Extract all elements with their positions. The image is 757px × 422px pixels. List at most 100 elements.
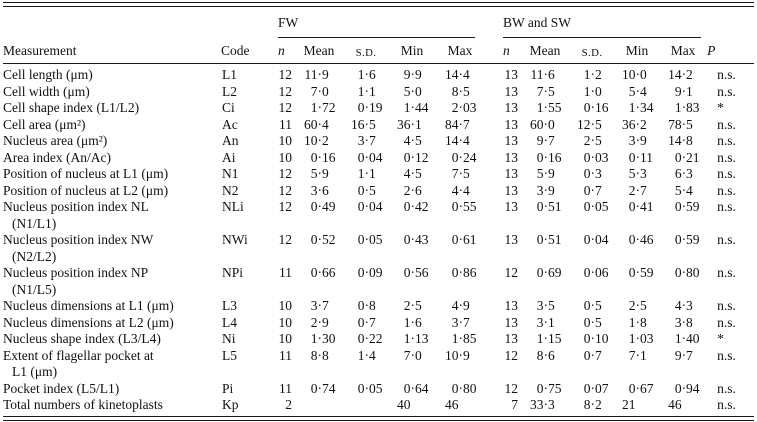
fraction-part: ·83 (681, 100, 700, 115)
p-value-cell: n.s. (717, 232, 736, 247)
fraction-part: ·2 (317, 133, 329, 148)
bwsw-sd-cell: 1·0 (569, 84, 615, 101)
fraction-part: ·0 (317, 83, 329, 99)
integer-part: 0 (674, 265, 682, 280)
decimal-number: 1·03 (618, 331, 657, 346)
integer-part: 0 (403, 149, 411, 165)
integer-part: 7 (628, 347, 636, 363)
fraction-part: ·6 (410, 314, 422, 330)
integer-part: 0 (674, 199, 682, 214)
integer-part: 0 (583, 182, 591, 198)
fw-n-cell: 10 (278, 331, 293, 346)
integer-part: 0 (628, 265, 636, 280)
bwsw-sd-cell: 2·5 (569, 133, 615, 150)
integer-part: 8 (583, 397, 591, 412)
decimal-number: 0·03 (573, 150, 612, 165)
decimal-number: 60·0 (526, 117, 565, 132)
fraction-part: ·5 (410, 133, 422, 148)
fw-n-cell: 10 (278, 314, 293, 330)
decimal-number: 0·74 (300, 381, 339, 396)
fraction-part: ·85 (458, 331, 477, 346)
decimal-number: 1·40 (664, 331, 703, 346)
bwsw-min-cell: 0·59 (615, 265, 659, 298)
integer-part: 12 (577, 116, 591, 132)
measurement-cell: Area index (An/Ac) (3, 150, 221, 167)
integer-part: 8 (310, 347, 318, 363)
bwsw-mean-cell: 3·5 (521, 298, 569, 315)
decimal-number: 84·7 (441, 117, 480, 132)
measurement-label-line2: L1 (μm) (12, 364, 58, 379)
fraction-part: ·86 (458, 265, 477, 280)
fw-min-cell: 0·56 (389, 265, 435, 298)
fw-mean-cell: 2·9 (295, 315, 343, 332)
bwsw-n-cell: 13 (504, 314, 519, 330)
decimal-number: 0·7 (573, 348, 612, 363)
decimal-number: 0·12 (393, 150, 432, 165)
decimal-number: 0·05 (573, 199, 612, 214)
fraction-part: ·43 (410, 232, 429, 247)
fw-min-cell: 0·42 (389, 199, 435, 232)
bwsw-sd-cell: 0·03 (569, 150, 615, 167)
decimal-number: 0·07 (573, 381, 612, 396)
group-header-bwsw: BW and SW (485, 10, 707, 38)
decimal-number: 0·41 (618, 199, 657, 214)
table-row: Nucleus position index NP (N1/L5) NPi 11 0·6… (3, 265, 754, 298)
fraction-part: ·7 (458, 116, 470, 132)
fw-mean-cell: 3·6 (295, 183, 343, 200)
integer-part: 1 (357, 83, 365, 99)
p-value-cell: n.s. (717, 265, 736, 280)
fw-mean-cell: 11·9 (295, 64, 343, 84)
decimal-number: 0·7 (347, 315, 386, 330)
decimal-number: 14·2 (664, 67, 703, 82)
decimal-number: 1·13 (393, 331, 432, 346)
fraction-part: ·7 (317, 298, 329, 313)
p-value-cell: n.s. (717, 149, 736, 165)
integer-part: 14 (445, 67, 459, 82)
fraction-part: ·55 (458, 199, 477, 214)
fraction-part: ·64 (410, 380, 429, 396)
code-cell: Kp (222, 397, 239, 412)
bwsw-max-cell: 78·5 (659, 117, 707, 134)
integer-part: 11 (304, 67, 318, 82)
table-body: Cell length (μm) L1 12 11·9 1·6 9·9 14·4 13 11·6… (3, 64, 754, 414)
decimal-number: 36·2 (618, 117, 657, 132)
decimal-number: 0·22 (347, 331, 386, 346)
fw-mean-cell: 0·52 (295, 232, 343, 265)
measurement-label-line2: (N1/L1) (12, 215, 57, 231)
bwsw-min-cell: 0·41 (615, 199, 659, 232)
integer-part: 6 (674, 166, 682, 181)
decimal-number: 2·5 (573, 133, 612, 148)
measurement-label: Area index (An/Ac) (3, 149, 111, 165)
fraction-part: ·10 (590, 331, 609, 346)
bwsw-max-cell: 9·7 (659, 348, 707, 381)
integer-part: 3 (674, 314, 682, 330)
fraction-part: ·49 (317, 199, 336, 214)
integer-part: 0 (583, 100, 591, 115)
p-value-cell: n.s. (717, 347, 736, 363)
integer-part: 60 (304, 116, 318, 132)
measurement-label: Cell width (μm) (3, 83, 90, 99)
bwsw-max-cell: 0·80 (659, 265, 707, 298)
integer-part: 0 (583, 331, 591, 346)
decimal-number: 0·11 (618, 150, 657, 165)
decimal-number: 1·8 (618, 315, 657, 330)
measurement-label: Position of nucleus at L1 (μm) (3, 166, 169, 181)
fraction-part: ·41 (635, 199, 654, 214)
fw-sd-cell: 16·5 (343, 117, 389, 134)
fraction-part: ·69 (543, 265, 562, 280)
bwsw-mean-cell: 5·9 (521, 166, 569, 183)
fraction-part: ·1 (410, 116, 422, 132)
fraction-part: ·19 (364, 100, 383, 115)
fraction-part: ·0 (543, 116, 555, 132)
integer-part: 1 (536, 100, 544, 115)
integer-part: 1 (357, 166, 365, 181)
integer-part: 2 (628, 182, 636, 198)
integer-part: 3 (628, 133, 636, 148)
integer-part: 0 (583, 199, 591, 214)
measurement-label: Cell area (μm²) (3, 116, 86, 132)
code-cell: L3 (222, 298, 237, 313)
decimal-number: 0·05 (347, 381, 386, 396)
integer-part: 0 (451, 199, 459, 214)
decimal-number: 0·86 (441, 265, 480, 280)
fw-max-cell: 1·85 (435, 331, 485, 348)
